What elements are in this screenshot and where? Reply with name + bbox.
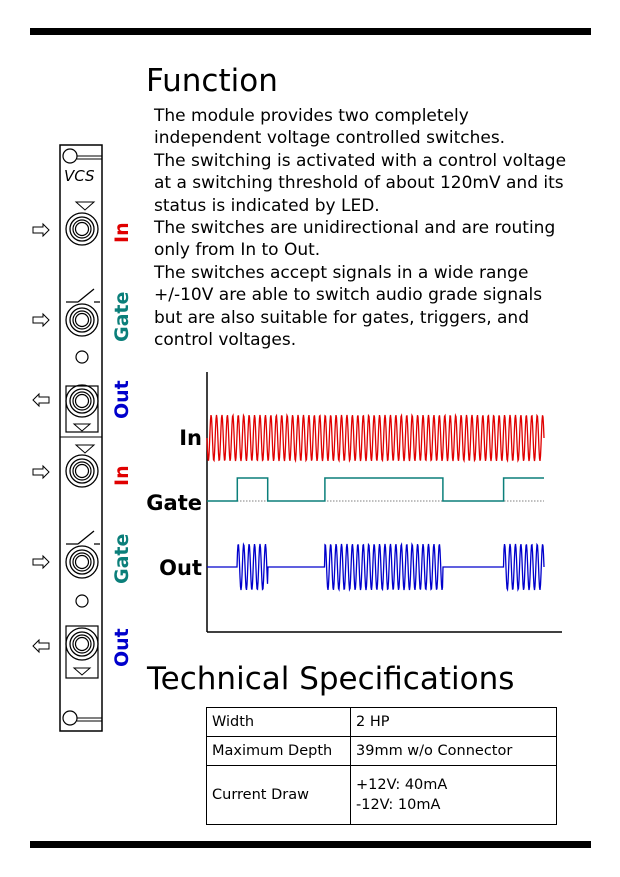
switch-icon	[66, 530, 100, 545]
in-signal-wave	[206, 412, 545, 464]
table-row: Current Draw +12V: 40mA -12V: 10mA	[206, 765, 557, 825]
jack-label-in: In	[111, 465, 133, 486]
specs-heading: Technical Specifications	[147, 661, 515, 697]
description-line: +/-10V are able to switch audio grade si…	[154, 285, 543, 306]
output-jack-icon	[65, 627, 99, 661]
description-line: The switches accept signals in a wide ra…	[154, 262, 529, 283]
arrow-left-icon	[32, 393, 50, 407]
spec-value: 2 HP	[350, 707, 557, 737]
top-rule	[30, 28, 591, 35]
led-icon	[75, 594, 89, 608]
jack-label-in: In	[111, 222, 133, 243]
description-line: The switching is activated with a contro…	[154, 150, 567, 171]
description-line: control voltages.	[154, 330, 297, 351]
bottom-rule	[30, 841, 591, 848]
description-line: independent voltage controlled switches.	[154, 128, 506, 149]
jack-label-gate: Gate	[111, 534, 133, 584]
panel-outline	[59, 144, 103, 732]
signal-label-in: In	[179, 426, 202, 450]
led-icon	[75, 350, 89, 364]
description-line: The switches are unidirectional and are …	[154, 218, 556, 239]
arrow-left-icon	[32, 639, 50, 653]
table-row: Maximum Depth 39mm w/o Connector	[206, 736, 557, 766]
description-line: but are also suitable for gates, trigger…	[154, 307, 529, 328]
spec-value-line: -12V: 10mA	[356, 797, 441, 813]
specs-table: Width 2 HP Maximum Depth 39mm w/o Connec…	[206, 707, 557, 825]
description-line: at a switching threshold of about 120mV …	[154, 173, 564, 194]
input-jack-icon	[65, 212, 99, 246]
function-heading: Function	[146, 63, 278, 99]
arrow-right-icon	[32, 223, 50, 237]
screw-icon	[62, 710, 78, 726]
spec-value-line: +12V: 40mA	[356, 777, 448, 793]
signal-timing-diagram: In Gate Out	[146, 372, 562, 633]
gate-signal-wave	[207, 477, 544, 502]
spec-label: Current Draw	[206, 765, 351, 825]
arrow-right-icon	[32, 465, 50, 479]
description-line: status is indicated by LED.	[154, 195, 380, 216]
spec-value: +12V: 40mA -12V: 10mA	[350, 765, 557, 825]
arrow-right-icon	[32, 313, 50, 327]
out-signal-wave	[207, 542, 545, 592]
spec-label: Width	[206, 707, 351, 737]
signal-label-gate: Gate	[146, 491, 202, 515]
panel-name: VCS	[64, 167, 95, 185]
jack-label-out: Out	[111, 380, 133, 419]
spec-label: Maximum Depth	[206, 736, 351, 766]
table-row: Width 2 HP	[206, 707, 557, 737]
output-jack-icon	[65, 384, 99, 418]
description-line: The module provides two completely	[154, 106, 469, 126]
screw-icon	[62, 148, 78, 164]
description-line: only from In to Out.	[154, 240, 321, 261]
jack-label-gate: Gate	[111, 292, 133, 342]
jack-label-out: Out	[111, 628, 133, 667]
input-jack-icon	[65, 454, 99, 488]
function-description: The module provides two completely indep…	[154, 105, 594, 351]
module-panel-illustration: VCS In Gate Out In Gate Out	[32, 144, 133, 732]
gate-jack-icon	[65, 303, 99, 337]
diagram-axes	[206, 372, 562, 633]
signal-label-out: Out	[159, 556, 202, 580]
gate-jack-icon	[65, 545, 99, 579]
arrow-right-icon	[32, 555, 50, 569]
switch-icon	[66, 288, 100, 303]
spec-value: 39mm w/o Connector	[350, 736, 557, 766]
